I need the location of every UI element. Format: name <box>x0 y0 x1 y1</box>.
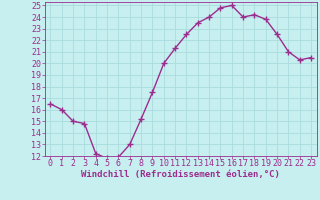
X-axis label: Windchill (Refroidissement éolien,°C): Windchill (Refroidissement éolien,°C) <box>81 170 280 179</box>
